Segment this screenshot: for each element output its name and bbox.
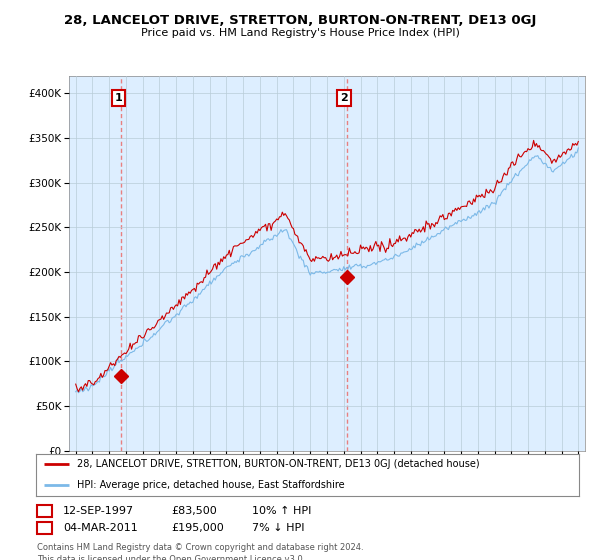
Text: 28, LANCELOT DRIVE, STRETTON, BURTON-ON-TRENT, DE13 0GJ (detached house): 28, LANCELOT DRIVE, STRETTON, BURTON-ON-… — [77, 459, 479, 469]
Text: HPI: Average price, detached house, East Staffordshire: HPI: Average price, detached house, East… — [77, 480, 344, 490]
Text: 10% ↑ HPI: 10% ↑ HPI — [252, 506, 311, 516]
Text: £195,000: £195,000 — [171, 523, 224, 533]
Text: Contains HM Land Registry data © Crown copyright and database right 2024.
This d: Contains HM Land Registry data © Crown c… — [37, 543, 364, 560]
Text: 2: 2 — [340, 93, 348, 103]
Text: Price paid vs. HM Land Registry's House Price Index (HPI): Price paid vs. HM Land Registry's House … — [140, 28, 460, 38]
Text: 12-SEP-1997: 12-SEP-1997 — [63, 506, 134, 516]
Text: £83,500: £83,500 — [171, 506, 217, 516]
Text: 2: 2 — [41, 523, 48, 533]
Text: 04-MAR-2011: 04-MAR-2011 — [63, 523, 138, 533]
Text: 28, LANCELOT DRIVE, STRETTON, BURTON-ON-TRENT, DE13 0GJ: 28, LANCELOT DRIVE, STRETTON, BURTON-ON-… — [64, 14, 536, 27]
Text: 1: 1 — [41, 506, 48, 516]
Text: 7% ↓ HPI: 7% ↓ HPI — [252, 523, 305, 533]
Text: 1: 1 — [115, 93, 122, 103]
